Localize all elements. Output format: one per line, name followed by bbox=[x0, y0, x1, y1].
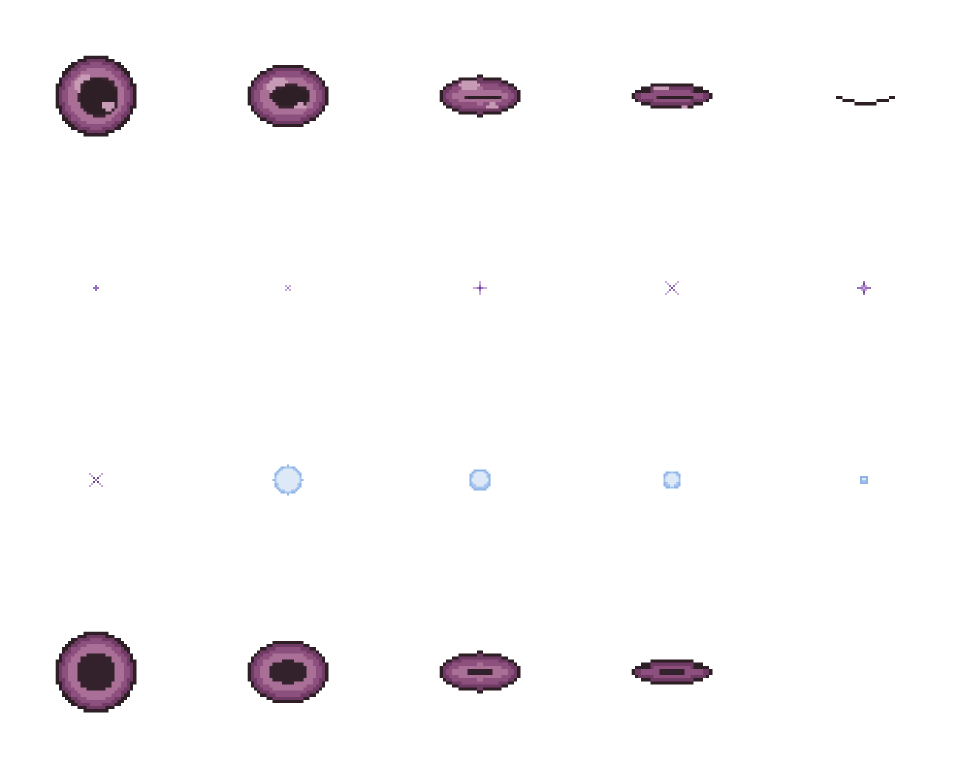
frame-three-quarter bbox=[192, 0, 384, 192]
sparkle-star-burst-art bbox=[857, 281, 871, 295]
flat-frame-open-art bbox=[55, 631, 137, 713]
sparkle-cross-burst-art bbox=[89, 473, 103, 487]
bubble-large bbox=[192, 384, 384, 576]
flat-frame-nearly-closed bbox=[576, 576, 768, 768]
sparkle-plus-small bbox=[0, 192, 192, 384]
bubble-medium-art bbox=[469, 469, 491, 491]
sparkle-plus-large bbox=[384, 192, 576, 384]
flat-frame-half-art bbox=[439, 650, 521, 694]
sparkle-cross-small bbox=[192, 192, 384, 384]
flat-frame-empty bbox=[768, 576, 960, 768]
bubble-medium bbox=[384, 384, 576, 576]
frame-open-art bbox=[55, 55, 137, 137]
frame-half-art bbox=[439, 74, 521, 118]
sparkle-plus-large-art bbox=[473, 281, 487, 295]
bubble-large-art bbox=[272, 464, 304, 496]
flat-frame-three-quarter-art bbox=[247, 641, 329, 703]
sparkle-cross-large-art bbox=[665, 281, 679, 295]
bubble-small-art bbox=[663, 471, 681, 489]
bubble-small bbox=[576, 384, 768, 576]
sparkle-cross-large bbox=[576, 192, 768, 384]
frame-closed-art bbox=[836, 96, 895, 106]
frame-nearly-closed-art bbox=[631, 83, 713, 109]
sparkle-cross-small-art bbox=[285, 285, 291, 291]
frame-closed bbox=[768, 0, 960, 192]
flat-frame-nearly-closed-art bbox=[631, 659, 713, 685]
flat-frame-half bbox=[384, 576, 576, 768]
frame-nearly-closed bbox=[576, 0, 768, 192]
sparkle-plus-small-art bbox=[93, 285, 99, 291]
bubble-tiny-art bbox=[859, 475, 869, 485]
bubble-tiny bbox=[768, 384, 960, 576]
flat-frame-three-quarter bbox=[192, 576, 384, 768]
frame-open bbox=[0, 0, 192, 192]
sparkle-cross-burst bbox=[0, 384, 192, 576]
sparkle-star-burst bbox=[768, 192, 960, 384]
frame-half bbox=[384, 0, 576, 192]
flat-frame-open bbox=[0, 576, 192, 768]
frame-three-quarter-art bbox=[247, 65, 329, 127]
